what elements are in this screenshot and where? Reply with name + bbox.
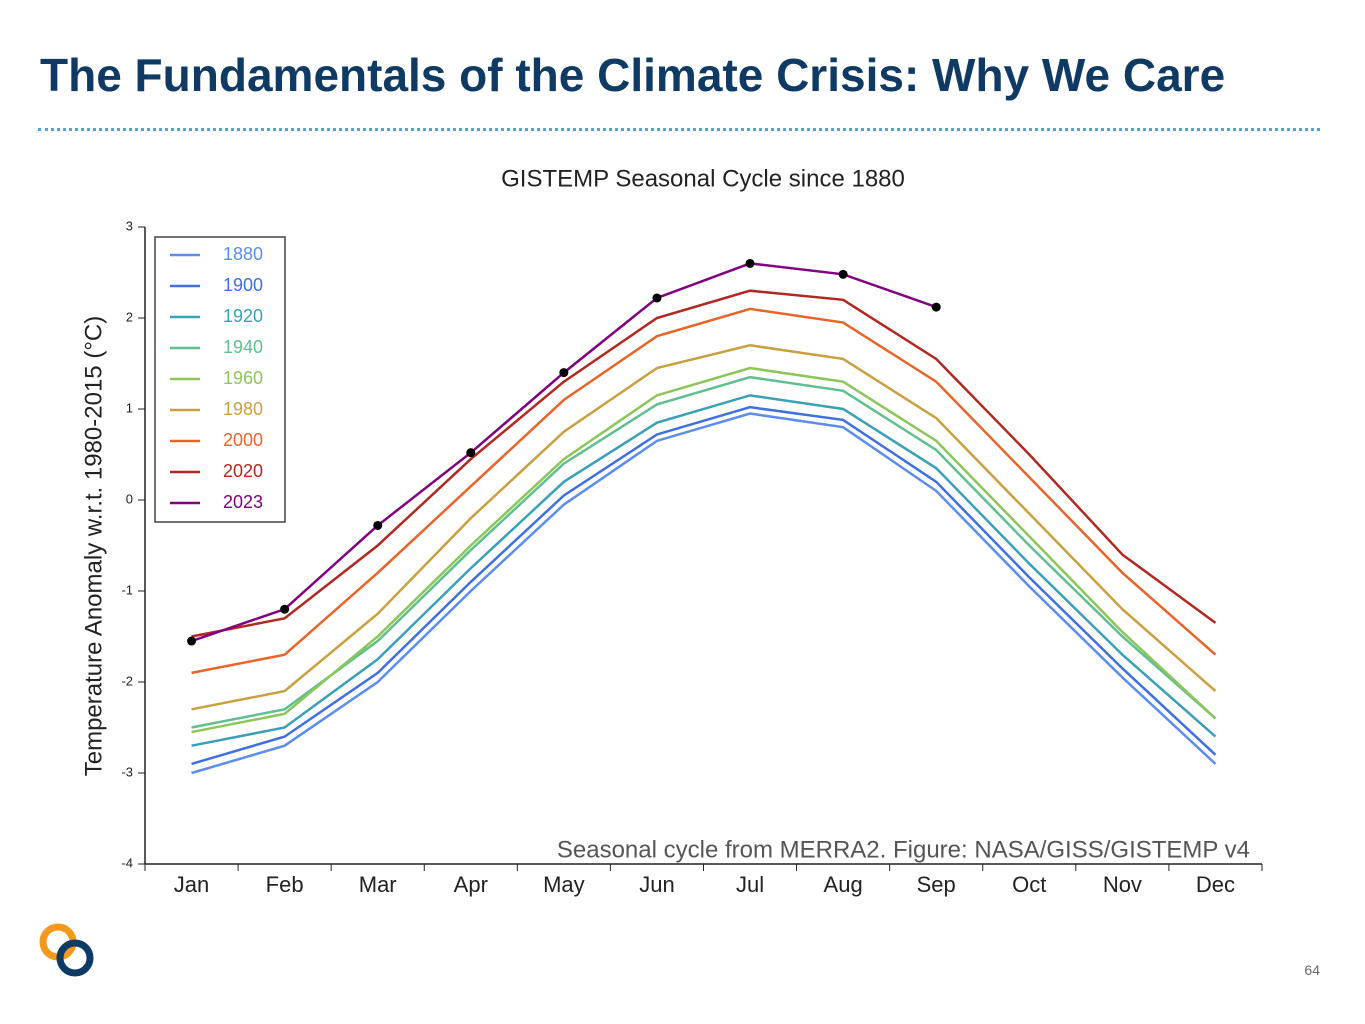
legend-label: 1920 bbox=[223, 306, 263, 326]
x-tick-label: Apr bbox=[454, 872, 488, 897]
point-marker bbox=[187, 636, 197, 646]
point-marker bbox=[745, 258, 755, 268]
series-line bbox=[191, 307, 1217, 675]
y-axis-label: Temperature Anomaly w.r.t. 1980-2015 (°C… bbox=[80, 316, 107, 777]
x-tick-label: Sep bbox=[917, 872, 956, 897]
x-tick-label: Oct bbox=[1012, 872, 1046, 897]
annotation: Seasonal cycle from MERRA2. Figure: NASA… bbox=[557, 836, 1250, 863]
divider bbox=[38, 128, 1320, 131]
x-tick-label: Jan bbox=[174, 872, 209, 897]
point-marker bbox=[466, 448, 476, 458]
y-tick-label: -2 bbox=[121, 673, 133, 688]
legend-label: 1940 bbox=[223, 337, 263, 357]
point-marker bbox=[559, 368, 569, 378]
series-line bbox=[191, 289, 1217, 638]
x-tick-label: Feb bbox=[266, 872, 304, 897]
y-tick-label: 2 bbox=[126, 309, 133, 324]
x-tick-label: Aug bbox=[824, 872, 863, 897]
series-line bbox=[191, 375, 1217, 729]
page-number: 64 bbox=[1304, 962, 1320, 978]
y-tick-label: 0 bbox=[126, 491, 133, 506]
series-line bbox=[191, 344, 1217, 711]
slide-title: The Fundamentals of the Climate Crisis: … bbox=[40, 49, 1226, 101]
legend-label: 2020 bbox=[223, 461, 263, 481]
point-marker bbox=[652, 293, 662, 303]
series-line bbox=[191, 366, 1217, 734]
series-line bbox=[191, 405, 1217, 766]
series-line bbox=[191, 412, 1217, 775]
x-tick-label: May bbox=[543, 872, 585, 897]
legend-label: 1980 bbox=[223, 399, 263, 419]
point-marker bbox=[373, 520, 383, 530]
logo bbox=[39, 923, 94, 977]
x-tick-label: Mar bbox=[359, 872, 397, 897]
y-tick-label: 3 bbox=[126, 218, 133, 233]
legend-label: 2000 bbox=[223, 430, 263, 450]
legend-label: 1960 bbox=[223, 368, 263, 388]
x-tick-label: Jul bbox=[736, 872, 764, 897]
chart-title: GISTEMP Seasonal Cycle since 1880 bbox=[501, 165, 905, 192]
x-tick-label: Nov bbox=[1103, 872, 1142, 897]
series-line bbox=[191, 394, 1217, 747]
y-tick-label: 1 bbox=[126, 400, 133, 415]
legend-label: 2023 bbox=[223, 492, 263, 512]
point-marker bbox=[838, 269, 848, 279]
point-marker bbox=[931, 302, 941, 312]
y-tick-label: -4 bbox=[121, 855, 133, 870]
x-tick-label: Dec bbox=[1196, 872, 1235, 897]
x-tick-label: Jun bbox=[639, 872, 674, 897]
point-marker bbox=[280, 604, 290, 614]
legend-label: 1880 bbox=[223, 244, 263, 264]
y-tick-label: -1 bbox=[121, 582, 133, 597]
y-tick-label: -3 bbox=[121, 764, 133, 779]
legend-label: 1900 bbox=[223, 275, 263, 295]
